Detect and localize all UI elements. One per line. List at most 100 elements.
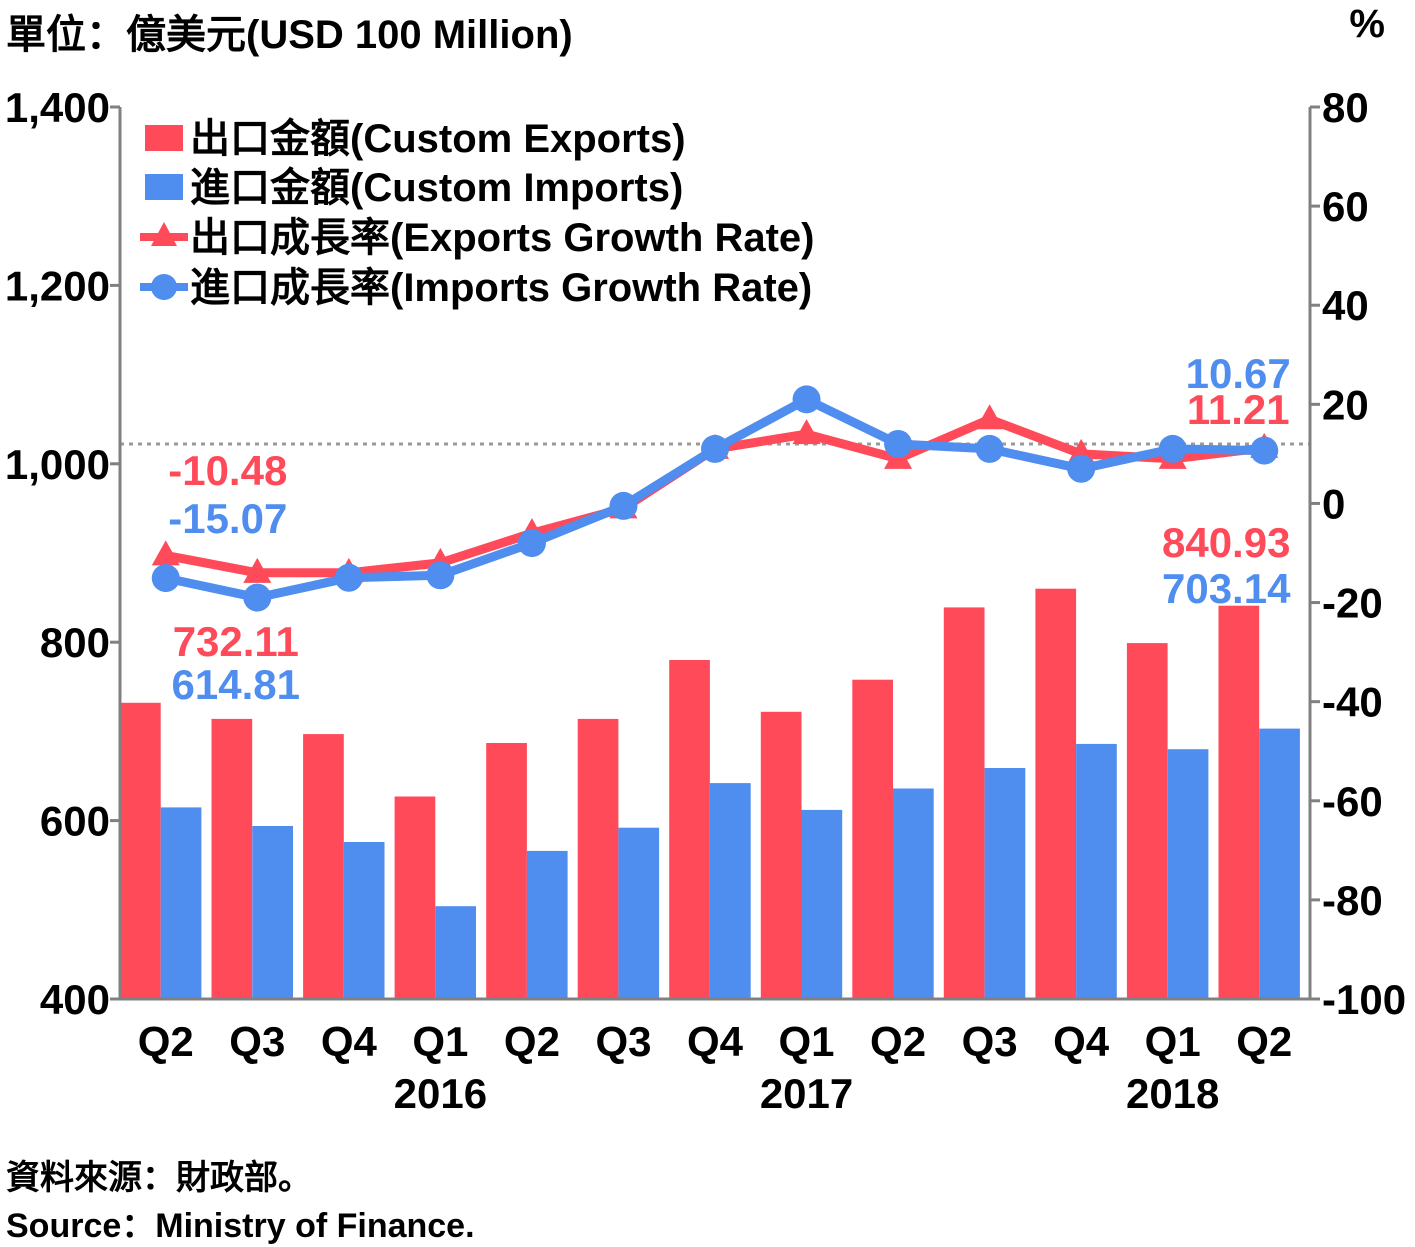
year-label: 2016 xyxy=(394,1070,487,1117)
imports-growth-point xyxy=(243,583,272,612)
x-tick-label: Q3 xyxy=(962,1018,1018,1065)
left-tick-label: 600 xyxy=(40,798,110,845)
x-tick-label: Q1 xyxy=(779,1018,835,1065)
x-tick-label: Q4 xyxy=(1053,1018,1110,1065)
import-bar xyxy=(1076,743,1117,999)
imports-growth-point xyxy=(884,429,913,458)
export-bar xyxy=(303,734,344,999)
legend-label: 出口成長率(Exports Growth Rate) xyxy=(190,216,814,260)
export-bar xyxy=(211,718,253,999)
data-label: 10.67 xyxy=(1186,350,1291,397)
x-tick-label: Q1 xyxy=(1145,1018,1201,1065)
imports-growth-point xyxy=(1158,434,1187,463)
data-label: 703.14 xyxy=(1162,565,1291,612)
imports-growth-line xyxy=(164,394,1265,603)
right-axis-unit: % xyxy=(1349,2,1385,46)
imports-growth-point xyxy=(426,561,455,590)
source-note-en: Source：Ministry of Finance. xyxy=(6,1207,475,1245)
legend-marker xyxy=(151,274,177,300)
data-label: 11.21 xyxy=(1187,386,1290,433)
right-tick-label: 20 xyxy=(1322,381,1369,428)
export-bar xyxy=(394,796,436,999)
imports-growth-point xyxy=(701,434,729,463)
import-bar xyxy=(801,809,843,999)
data-label: 732.11 xyxy=(173,618,299,665)
export-bar xyxy=(1035,588,1077,999)
imports-growth-point xyxy=(1250,436,1279,465)
imports-growth-point xyxy=(609,491,638,520)
import-bar xyxy=(710,783,751,999)
exports-growth-point xyxy=(243,557,272,583)
year-label: 2018 xyxy=(1126,1070,1219,1117)
imports-growth-point xyxy=(151,564,180,593)
right-tick-label: 0 xyxy=(1322,480,1345,527)
left-tick-label: 400 xyxy=(40,976,110,1023)
legend-swatch xyxy=(145,174,183,200)
x-tick-label: Q2 xyxy=(138,1018,194,1065)
legend-label: 出口金額(Custom Exports) xyxy=(190,116,686,161)
legend-label: 進口成長率(Imports Growth Rate) xyxy=(190,266,812,310)
x-tick-label: Q2 xyxy=(870,1018,926,1065)
export-bar xyxy=(486,743,527,999)
right-tick-label: -40 xyxy=(1322,679,1383,726)
right-tick-label: -60 xyxy=(1322,778,1383,825)
export-bar xyxy=(943,607,985,999)
right-tick-label: 80 xyxy=(1322,84,1369,131)
import-bar xyxy=(893,788,934,999)
import-bar xyxy=(618,827,660,999)
left-tick-label: 1,000 xyxy=(5,441,110,488)
import-bar xyxy=(160,807,202,999)
imports-growth-point xyxy=(792,385,821,414)
import-bar xyxy=(435,906,476,999)
x-tick-label: Q1 xyxy=(412,1018,468,1065)
export-bar xyxy=(1218,605,1260,999)
exports-growth-point xyxy=(151,540,180,566)
year-label: 2017 xyxy=(760,1070,853,1117)
export-bar xyxy=(1126,643,1168,999)
x-tick-label: Q3 xyxy=(229,1018,285,1065)
export-bar xyxy=(669,660,710,999)
import-bar xyxy=(984,768,1026,999)
lines-layer xyxy=(151,385,1279,612)
left-axis-unit: 單位：億美元(USD 100 Million) xyxy=(6,13,573,57)
legend: 出口金額(Custom Exports)進口金額(Custom Imports)… xyxy=(140,116,814,310)
data-label: -15.07 xyxy=(168,495,287,542)
source-note-zh: 資料來源：財政部。 xyxy=(6,1159,312,1197)
export-bar xyxy=(577,718,619,999)
right-tick-label: 60 xyxy=(1322,183,1369,230)
imports-growth-point xyxy=(1067,454,1096,483)
left-tick-label: 1,400 xyxy=(5,84,110,131)
left-tick-label: 1,200 xyxy=(5,262,110,309)
imports-growth-point xyxy=(975,434,1004,463)
data-label: 614.81 xyxy=(172,661,300,708)
x-tick-label: Q3 xyxy=(595,1018,651,1065)
x-tick-label: Q4 xyxy=(687,1018,744,1065)
legend-swatch xyxy=(145,125,183,151)
bars-layer xyxy=(120,588,1300,999)
imports-growth-point xyxy=(517,529,546,558)
axes-layer: 4006008001,0001,2001,400-100-80-60-40-20… xyxy=(5,84,1406,1117)
import-bar xyxy=(343,842,385,999)
export-bar xyxy=(852,679,893,999)
x-tick-label: Q2 xyxy=(1236,1018,1292,1065)
right-tick-label: -80 xyxy=(1322,877,1383,924)
right-tick-label: -100 xyxy=(1322,976,1406,1023)
right-tick-label: -20 xyxy=(1322,580,1383,627)
exports-growth-point xyxy=(792,419,821,445)
import-bar xyxy=(1259,728,1300,999)
export-bar xyxy=(760,711,802,999)
exports-growth-point xyxy=(975,404,1004,430)
import-bar xyxy=(1167,749,1209,999)
x-tick-label: Q2 xyxy=(504,1018,560,1065)
x-tick-label: Q4 xyxy=(321,1018,378,1065)
left-tick-label: 800 xyxy=(40,619,110,666)
data-label: -10.48 xyxy=(168,447,287,494)
data-label: 840.93 xyxy=(1162,519,1290,566)
right-tick-label: 40 xyxy=(1322,282,1369,329)
import-bar xyxy=(526,850,568,999)
imports-growth-point xyxy=(334,563,363,592)
import-bar xyxy=(252,826,293,999)
export-bar xyxy=(120,702,161,999)
